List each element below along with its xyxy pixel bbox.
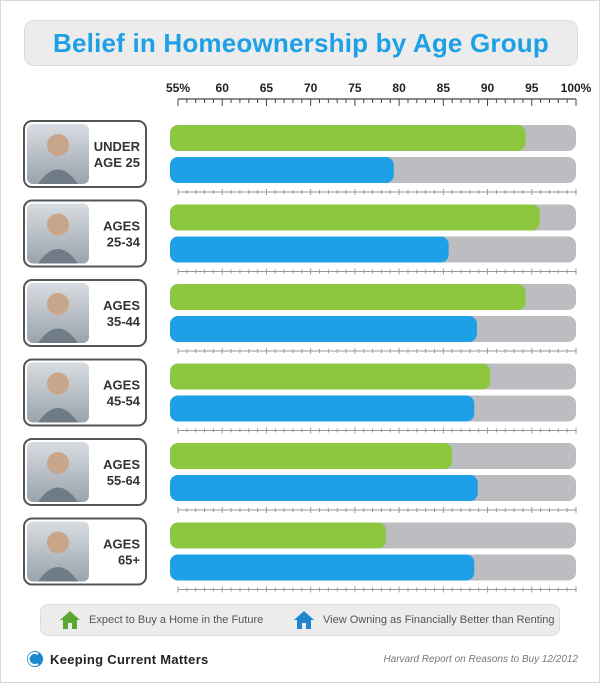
person-photo-head xyxy=(47,293,69,315)
age-group-label: 35-44 xyxy=(107,314,141,329)
legend: Expect to Buy a Home in the Future View … xyxy=(40,604,560,636)
bar-owning-better xyxy=(170,316,477,342)
bar-expect-to-buy xyxy=(170,204,540,231)
person-photo-head xyxy=(47,213,69,236)
x-tick-label: 70 xyxy=(304,81,318,95)
house-icon xyxy=(294,611,314,629)
age-group-label: AGES xyxy=(103,219,140,234)
x-tick-label: 65 xyxy=(260,81,274,95)
bar-expect-to-buy xyxy=(170,284,526,310)
legend-label-blue: View Owning as Financially Better than R… xyxy=(323,614,555,626)
house-icon xyxy=(60,611,80,629)
x-tick-label: 80 xyxy=(392,81,406,95)
person-photo-body xyxy=(38,169,78,184)
logo-icon xyxy=(27,651,43,667)
person-photo-body xyxy=(38,249,78,264)
chart-title: Belief in Homeownership by Age Group xyxy=(53,27,549,58)
bar-owning-better xyxy=(170,157,394,183)
person-photo-body xyxy=(38,328,78,343)
legend-item-blue: View Owning as Financially Better than R… xyxy=(293,605,555,635)
age-group-label: AGES xyxy=(103,537,140,552)
person-photo-head xyxy=(47,531,69,554)
bar-owning-better xyxy=(170,554,475,581)
x-tick-label: 85 xyxy=(437,81,451,95)
x-tick-label: 55% xyxy=(166,81,190,95)
age-group-label: 65+ xyxy=(118,553,140,568)
age-group-label: AGES xyxy=(103,457,140,472)
x-tick-label: 95 xyxy=(525,81,539,95)
person-photo-head xyxy=(47,372,69,395)
bar-expect-to-buy xyxy=(170,125,526,151)
brand-name: Keeping Current Matters xyxy=(50,651,209,667)
age-group-label: 45-54 xyxy=(107,394,141,409)
age-group-label: 25-34 xyxy=(107,235,141,250)
bar-owning-better xyxy=(170,236,449,263)
legend-item-green: Expect to Buy a Home in the Future xyxy=(59,605,263,635)
x-tick-label: 60 xyxy=(216,81,230,95)
person-photo-body xyxy=(38,487,78,502)
age-group-label: AGES xyxy=(103,378,140,393)
source-note: Harvard Report on Reasons to Buy 12/2012 xyxy=(383,654,578,665)
x-tick-label: 75 xyxy=(348,81,362,95)
x-tick-label: 90 xyxy=(481,81,495,95)
bar-owning-better xyxy=(170,475,478,501)
age-group-label: 55-64 xyxy=(107,473,141,488)
bar-expect-to-buy xyxy=(170,443,453,469)
age-group-label: AGES xyxy=(103,298,140,313)
bar-owning-better xyxy=(170,395,475,422)
person-photo-body xyxy=(38,408,78,423)
person-photo-head xyxy=(47,452,69,474)
legend-label-green: Expect to Buy a Home in the Future xyxy=(89,614,264,626)
bar-expect-to-buy xyxy=(170,522,386,549)
brand-logo: Keeping Current Matters xyxy=(26,650,209,668)
person-photo-body xyxy=(38,567,78,582)
x-tick-label: 100% xyxy=(561,81,592,95)
bar-expect-to-buy xyxy=(170,363,491,390)
age-group-label: AGE 25 xyxy=(94,155,140,170)
title-box: Belief in Homeownership by Age Group xyxy=(24,20,578,66)
person-photo-head xyxy=(47,134,69,156)
age-group-label: UNDER xyxy=(94,139,141,154)
